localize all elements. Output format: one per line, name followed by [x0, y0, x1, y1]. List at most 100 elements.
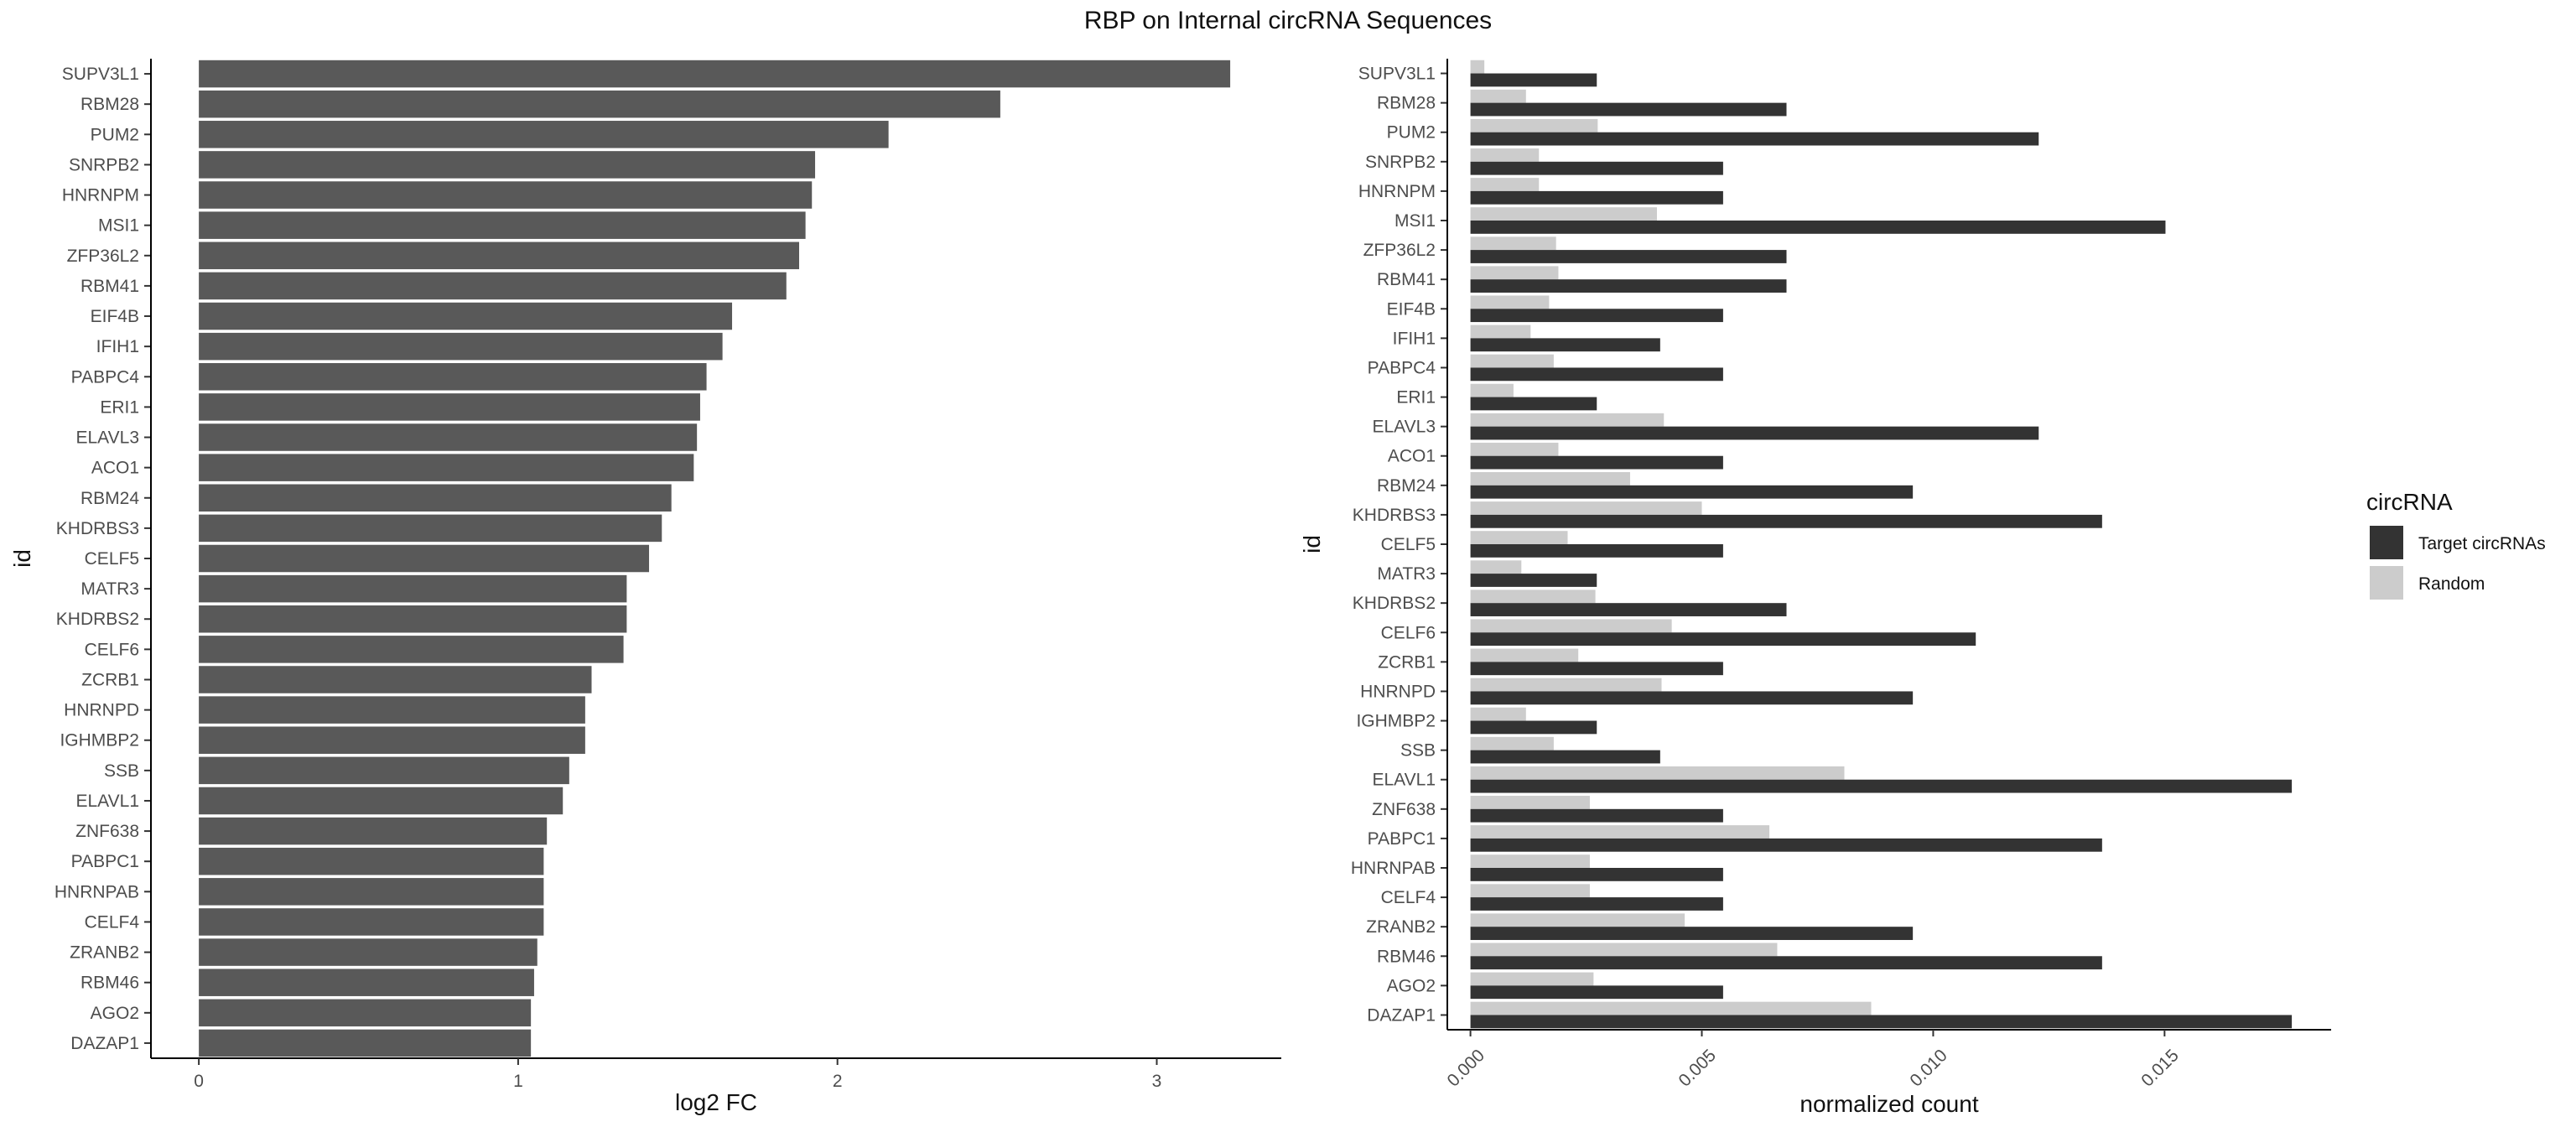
- right-panel-normalized-count: SUPV3L1 RBM28 PUM2 SNRPB2 HNRNPM MSI1 ZFP36L2 R…: [1299, 59, 2331, 1117]
- right-y-tick-label-khdrbs2: KHDRBS2: [1353, 594, 1436, 613]
- right-x-tick-label: 0.000: [1444, 1046, 1488, 1090]
- bar-target-rbm46: [1470, 956, 2102, 970]
- left-y-tick-label-znf638: ZNF638: [75, 822, 139, 841]
- bar-random-dazap1: [1470, 1001, 1872, 1015]
- bar-random-eri1: [1470, 383, 1514, 397]
- left-y-tick-label-pabpc4: PABPC4: [71, 367, 140, 387]
- left-y-tick-label-khdrbs3: KHDRBS3: [56, 519, 139, 538]
- right-y-tick-label-ifih1: IFIH1: [1393, 329, 1436, 348]
- bar-target-znf638: [1470, 808, 1723, 823]
- left-y-tick-label-rbm24: RBM24: [80, 489, 139, 508]
- left-y-tick-label-zranb2: ZRANB2: [70, 943, 139, 963]
- bar-random-hnrnpm: [1470, 178, 1540, 191]
- bar-target-hnrnpm: [1470, 190, 1723, 205]
- bar-random-hnrnpab: [1470, 854, 1590, 868]
- left-y-tick-label-hnrnpm: HNRNPM: [62, 186, 139, 205]
- bar-log2fc-zcrb1: [199, 666, 592, 693]
- right-y-tick-label-khdrbs3: KHDRBS3: [1353, 506, 1436, 525]
- right-y-tick-label-znf638: ZNF638: [1372, 800, 1436, 819]
- bar-random-rbm28: [1470, 89, 1526, 103]
- bar-log2fc-ighmbp2: [199, 726, 585, 754]
- right-y-tick-label-elavl1: ELAVL1: [1373, 771, 1436, 790]
- bar-log2fc-ifih1: [199, 332, 723, 361]
- bar-log2fc-pabpc4: [199, 363, 707, 391]
- bar-random-hnrnpd: [1470, 678, 1662, 692]
- right-y-tick-label-celf5: CELF5: [1381, 535, 1436, 554]
- right-y-tick-label-ighmbp2: IGHMBP2: [1356, 712, 1436, 731]
- left-y-tick-label-hnrnpd: HNRNPD: [64, 701, 139, 720]
- bar-target-dazap1: [1470, 1015, 2293, 1029]
- left-y-tick-label-aco1: ACO1: [91, 459, 139, 478]
- right-y-tick-label-rbm24: RBM24: [1377, 476, 1436, 496]
- bar-target-zfp36l2: [1470, 250, 1787, 263]
- right-y-tick-label-celf4: CELF4: [1381, 888, 1436, 907]
- left-y-tick-label-elavl3: ELAVL3: [76, 428, 140, 448]
- right-y-tick-label-eif4b: EIF4B: [1387, 299, 1436, 319]
- right-y-tick-label-matr3: MATR3: [1377, 564, 1436, 584]
- bar-target-khdrbs2: [1470, 603, 1787, 616]
- bar-log2fc-rbm28: [199, 90, 1000, 118]
- left-y-tick-label-khdrbs2: KHDRBS2: [56, 610, 139, 629]
- bar-target-eri1: [1470, 397, 1597, 411]
- left-y-tick-label-celf5: CELF5: [85, 549, 139, 569]
- bar-log2fc-hnrnpm: [199, 181, 813, 209]
- left-y-tick-label-ago2: AGO2: [91, 1004, 139, 1023]
- bar-random-supv3l1: [1470, 60, 1485, 74]
- left-y-tick-label-dazap1: DAZAP1: [70, 1034, 139, 1053]
- bar-target-msi1: [1470, 221, 2166, 234]
- bar-log2fc-elavl3: [199, 423, 698, 451]
- bar-random-khdrbs3: [1470, 501, 1702, 515]
- bar-target-ighmbp2: [1470, 720, 1597, 735]
- bar-target-pabpc4: [1470, 367, 1723, 382]
- bar-log2fc-rbm46: [199, 969, 534, 996]
- bar-random-zfp36l2: [1470, 236, 1556, 251]
- bar-log2fc-supv3l1: [199, 60, 1231, 88]
- bar-log2fc-snrpb2: [199, 151, 816, 179]
- bar-target-khdrbs3: [1470, 514, 2102, 528]
- left-panel-log2fc: SUPV3L1 RBM28 PUM2 SNRPB2 HNRNPM MSI1 ZFP36L2 R…: [9, 59, 1281, 1115]
- left-y-tick-label-celf6: CELF6: [85, 640, 139, 659]
- chart-title: RBP on Internal circRNA Sequences: [1084, 7, 1492, 34]
- bar-random-celf4: [1470, 884, 1590, 898]
- bar-random-celf6: [1470, 619, 1672, 633]
- bar-random-ssb: [1470, 736, 1554, 750]
- bar-target-rbm24: [1470, 485, 1914, 499]
- left-y-tick-label-rbm41: RBM41: [80, 277, 139, 296]
- bar-random-elavl1: [1470, 766, 1845, 780]
- right-y-tick-label-hnrnpm: HNRNPM: [1358, 182, 1436, 201]
- left-y-tick-label-zfp36l2: ZFP36L2: [67, 247, 139, 266]
- bar-random-matr3: [1470, 560, 1522, 574]
- bar-target-zranb2: [1470, 927, 1914, 940]
- right-y-axis-title: id: [1299, 535, 1325, 553]
- bar-log2fc-celf6: [199, 636, 624, 663]
- left-y-tick-label-rbm28: RBM28: [80, 95, 139, 114]
- right-y-tick-label-eri1: ERI1: [1396, 388, 1436, 408]
- left-y-tick-label-hnrnpab: HNRNPAB: [55, 882, 139, 901]
- left-y-tick-label-supv3l1: SUPV3L1: [62, 65, 139, 84]
- right-y-tick-label-hnrnpd: HNRNPD: [1360, 682, 1436, 701]
- left-x-axis-title: log2 FC: [675, 1089, 757, 1115]
- left-y-tick-label-rbm46: RBM46: [80, 974, 139, 993]
- bar-target-aco1: [1470, 455, 1723, 470]
- left-y-tick-label-ighmbp2: IGHMBP2: [60, 731, 139, 750]
- left-y-tick-label-pabpc1: PABPC1: [71, 852, 139, 871]
- bar-target-hnrnpab: [1470, 868, 1723, 881]
- right-y-tick-label-pum2: PUM2: [1387, 123, 1436, 143]
- right-y-tick-label-ssb: SSB: [1400, 741, 1436, 761]
- legend-label-random: Random: [2418, 574, 2485, 594]
- right-y-tick-label-zcrb1: ZCRB1: [1378, 652, 1436, 672]
- bar-random-pabpc1: [1470, 825, 1770, 839]
- bar-random-pabpc4: [1470, 354, 1554, 368]
- right-x-axis-title: normalized count: [1800, 1091, 1978, 1117]
- left-y-tick-label-zcrb1: ZCRB1: [81, 670, 139, 689]
- bar-log2fc-hnrnpd: [199, 696, 585, 724]
- bar-random-zranb2: [1470, 913, 1685, 927]
- bar-target-celf5: [1470, 544, 1723, 558]
- right-y-tick-label-supv3l1: SUPV3L1: [1358, 65, 1436, 84]
- right-y-tick-label-pabpc1: PABPC1: [1368, 829, 1436, 849]
- left-x-tick-label: 2: [833, 1072, 843, 1091]
- left-y-tick-label-eif4b: EIF4B: [91, 307, 139, 326]
- bar-target-zcrb1: [1470, 662, 1723, 676]
- bar-random-eif4b: [1470, 295, 1550, 309]
- bar-random-elavl3: [1470, 413, 1665, 427]
